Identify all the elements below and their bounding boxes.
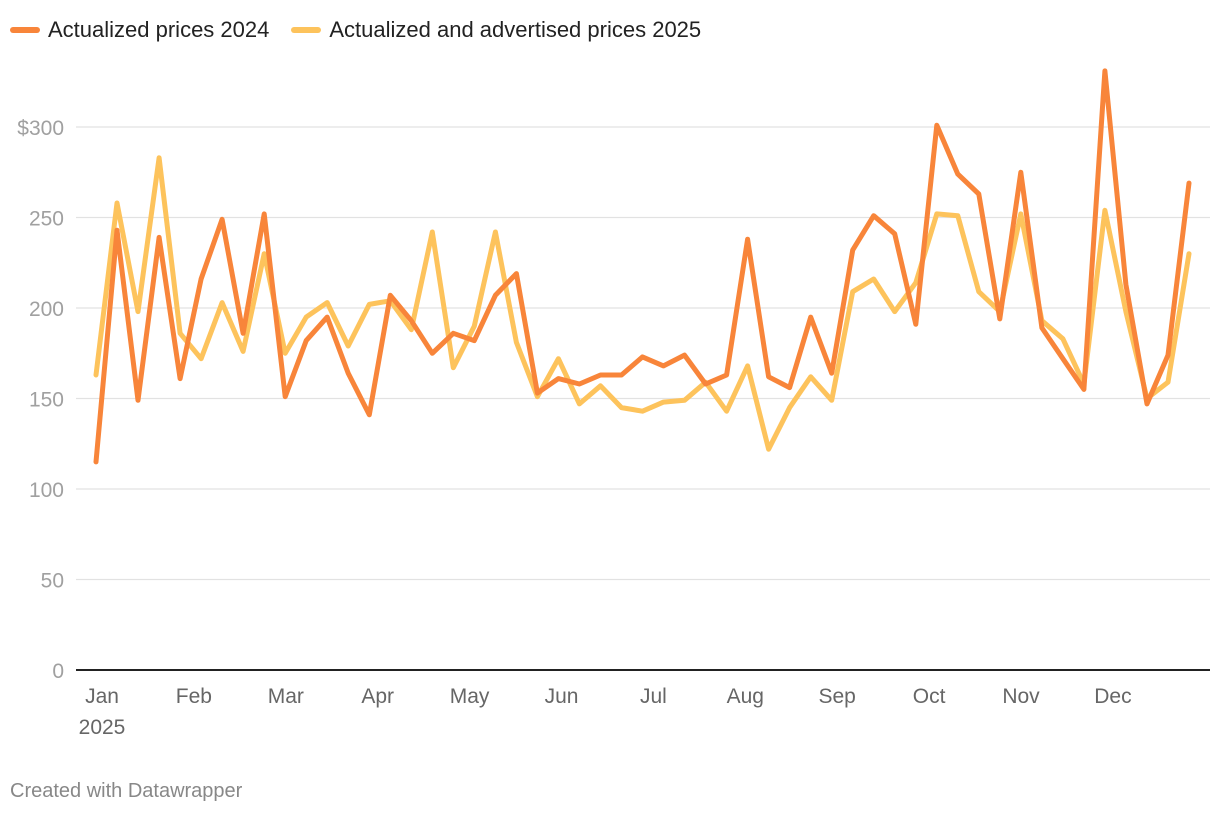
y-tick-label-0: 0 — [52, 660, 64, 683]
y-tick-label-150: 150 — [29, 389, 64, 412]
legend-item-2024[interactable]: Actualized prices 2024 — [10, 17, 269, 43]
x-tick-sublabel-year: 2025 — [79, 716, 126, 739]
y-tick-label-300: $300 — [17, 117, 64, 140]
legend-label-2025: Actualized and advertised prices 2025 — [329, 17, 702, 42]
x-tick-label-jul: Jul — [640, 685, 667, 708]
y-tick-label-50: 50 — [41, 570, 64, 593]
legend-swatch-2024 — [10, 27, 40, 33]
x-tick-label-apr: Apr — [361, 685, 394, 708]
x-tick-label-aug: Aug — [727, 685, 764, 708]
x-axis-ticks: Jan 2025 Feb Mar Apr May Jun Jul Aug Sep Oct Nov Dec — [79, 685, 1132, 739]
y-tick-label-200: 200 — [29, 298, 64, 321]
grid-lines — [76, 126, 1210, 581]
x-tick-label-may: May — [450, 685, 490, 708]
x-tick-label-jan: Jan — [85, 685, 119, 708]
x-tick-label-nov: Nov — [1002, 685, 1040, 708]
x-tick-label-mar: Mar — [268, 685, 304, 708]
x-tick-label-dec: Dec — [1094, 685, 1131, 708]
x-tick-label-sep: Sep — [819, 685, 856, 708]
y-tick-label-100: 100 — [29, 479, 64, 502]
legend-swatch-2025 — [291, 27, 322, 33]
legend-label-2024: Actualized prices 2024 — [48, 17, 270, 42]
x-tick-label-feb: Feb — [176, 685, 212, 708]
credit-text[interactable]: Created with Datawrapper — [10, 780, 243, 802]
series-lines — [93, 68, 1192, 465]
legend-item-2025[interactable]: Actualized and advertised prices 2025 — [291, 17, 701, 43]
legend: Actualized prices 2024 Actualized and ad… — [10, 14, 723, 46]
y-axis-ticks: 0 50 100 150 200 250 $300 — [17, 117, 64, 683]
y-tick-label-250: 250 — [29, 208, 64, 231]
series-line-2024 — [93, 68, 1192, 465]
x-tick-label-jun: Jun — [545, 685, 579, 708]
x-tick-label-oct: Oct — [913, 685, 946, 708]
